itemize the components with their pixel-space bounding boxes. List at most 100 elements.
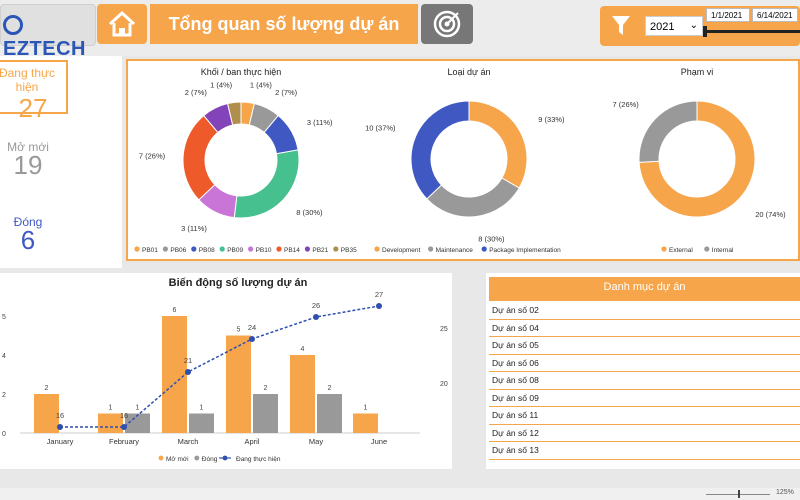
donut-data-label: 1 (4%)	[210, 81, 233, 90]
logo-text: EZTECH	[3, 15, 95, 61]
project-list-item[interactable]: Dự án số 05	[489, 337, 800, 355]
year-select[interactable]: 2021 ⌄	[645, 16, 703, 36]
x-tick-label: January	[47, 437, 74, 446]
legend-marker	[134, 246, 140, 252]
legend-label: PB09	[227, 247, 243, 254]
legend-marker	[304, 246, 310, 252]
home-icon	[108, 10, 136, 37]
line-point	[121, 424, 127, 430]
kpi-in-progress-value: 27	[18, 93, 48, 123]
line-point	[313, 314, 319, 320]
x-tick-label: May	[309, 437, 323, 446]
project-list-item[interactable]: Dự án số 09	[489, 390, 800, 407]
x-tick-label: June	[371, 437, 387, 446]
donut-data-label: 1 (4%)	[250, 81, 273, 90]
bar-new-label: 1	[109, 405, 113, 412]
legend-label: PB01	[142, 247, 158, 254]
kpi-closed-label: Đóng	[13, 215, 43, 229]
legend-marker	[428, 246, 434, 252]
legend-label: PB08	[199, 247, 215, 254]
donut-data-label: 7 (26%)	[139, 152, 166, 161]
legend-label: Mở mới	[166, 455, 189, 463]
y-left-tick: 2	[2, 392, 6, 399]
bar-new-label: 6	[173, 307, 177, 314]
donut-data-label: 2 (7%)	[275, 88, 298, 97]
line-point-label: 24	[248, 323, 256, 332]
line-point-label: 16	[56, 411, 64, 420]
bar-new	[353, 413, 378, 433]
y-left-tick: 4	[2, 353, 6, 360]
line-point-label: 26	[312, 301, 320, 310]
legend-marker	[158, 455, 164, 461]
donut-data-label: 3 (11%)	[307, 118, 333, 127]
logo: EZTECH	[0, 4, 96, 60]
donut-data-label: 7 (26%)	[613, 100, 640, 109]
legend-label: PB21	[312, 247, 328, 254]
legend-marker	[219, 246, 225, 252]
legend-label: Development	[382, 247, 420, 254]
bar-new	[34, 394, 59, 433]
title-bar	[150, 4, 418, 44]
date-to-input[interactable]: 6/14/2021	[752, 8, 798, 22]
date-slider-track[interactable]	[705, 30, 800, 33]
legend-label: PB14	[284, 247, 300, 254]
bar-closed-label: 2	[264, 385, 268, 392]
donut-title: Phạm vi	[681, 67, 714, 77]
logo-ring-icon	[3, 15, 23, 35]
kpi-new-value: 19	[13, 150, 43, 180]
legend-marker	[704, 246, 710, 252]
donut-data-label: 3 (11%)	[181, 224, 207, 233]
line-point	[249, 336, 255, 342]
project-list-item[interactable]: Dự án số 08	[489, 372, 800, 390]
line-point	[376, 303, 382, 309]
kpi-new-label: Mở mới	[7, 140, 49, 154]
legend-marker	[481, 246, 487, 252]
home-button[interactable]	[97, 4, 147, 44]
bar-closed	[317, 394, 342, 433]
page-title: Tổng quan số lượng dự án	[168, 14, 400, 34]
legend-marker	[374, 246, 380, 252]
legend-label: Maintenance	[436, 247, 474, 254]
line-point-label: 27	[375, 290, 383, 299]
filter-icon	[612, 16, 630, 35]
bar-new	[226, 335, 251, 433]
legend-marker	[162, 246, 168, 252]
y-left-tick: 5	[2, 314, 6, 321]
bar-new-label: 4	[301, 346, 305, 353]
project-list-item[interactable]: Dự án số 13	[489, 442, 800, 460]
legend-marker	[194, 455, 200, 461]
project-list-item[interactable]: Dự án số 02	[489, 302, 800, 320]
target-icon	[433, 10, 461, 38]
target-button[interactable]	[421, 4, 473, 44]
project-list-item[interactable]: Dự án số 06	[489, 355, 800, 372]
bar-closed-label: 1	[200, 405, 204, 412]
legend-marker	[191, 246, 197, 252]
legend-label: Package Implementation	[489, 247, 561, 254]
donut-slice	[227, 101, 242, 126]
donut-data-label: 9 (33%)	[538, 115, 565, 124]
project-list-item[interactable]: Dự án số 04	[489, 320, 800, 337]
donut-title: Loại dự án	[447, 67, 490, 77]
x-tick-label: March	[178, 437, 199, 446]
year-value: 2021	[650, 21, 675, 33]
kpi-in-progress: Đang thực hiện 27	[0, 60, 68, 123]
line-point	[57, 424, 63, 430]
donut-title: Khối / ban thực hiện	[201, 67, 282, 77]
combo-chart: Biến động số lượng dự án024525202January…	[2, 277, 448, 463]
legend-label: Đóng	[202, 456, 218, 463]
donut-slice	[468, 100, 528, 189]
zoom-slider-handle[interactable]	[738, 490, 740, 498]
donut-slice	[182, 114, 219, 201]
bar-closed-label: 1	[136, 405, 140, 412]
date-slider-handle[interactable]	[703, 26, 707, 37]
date-from-input[interactable]: 1/1/2021	[706, 8, 750, 22]
project-list-header: Danh mục dự án	[489, 277, 800, 301]
legend-marker	[333, 246, 339, 252]
legend-label: PB35	[341, 247, 357, 254]
donut-slice	[233, 149, 300, 219]
bar-new-label: 1	[364, 405, 368, 412]
kpi-closed-value: 6	[20, 225, 36, 255]
project-list-item[interactable]: Dự án số 11	[489, 407, 800, 425]
project-list-item[interactable]: Dự án số 12	[489, 425, 800, 442]
